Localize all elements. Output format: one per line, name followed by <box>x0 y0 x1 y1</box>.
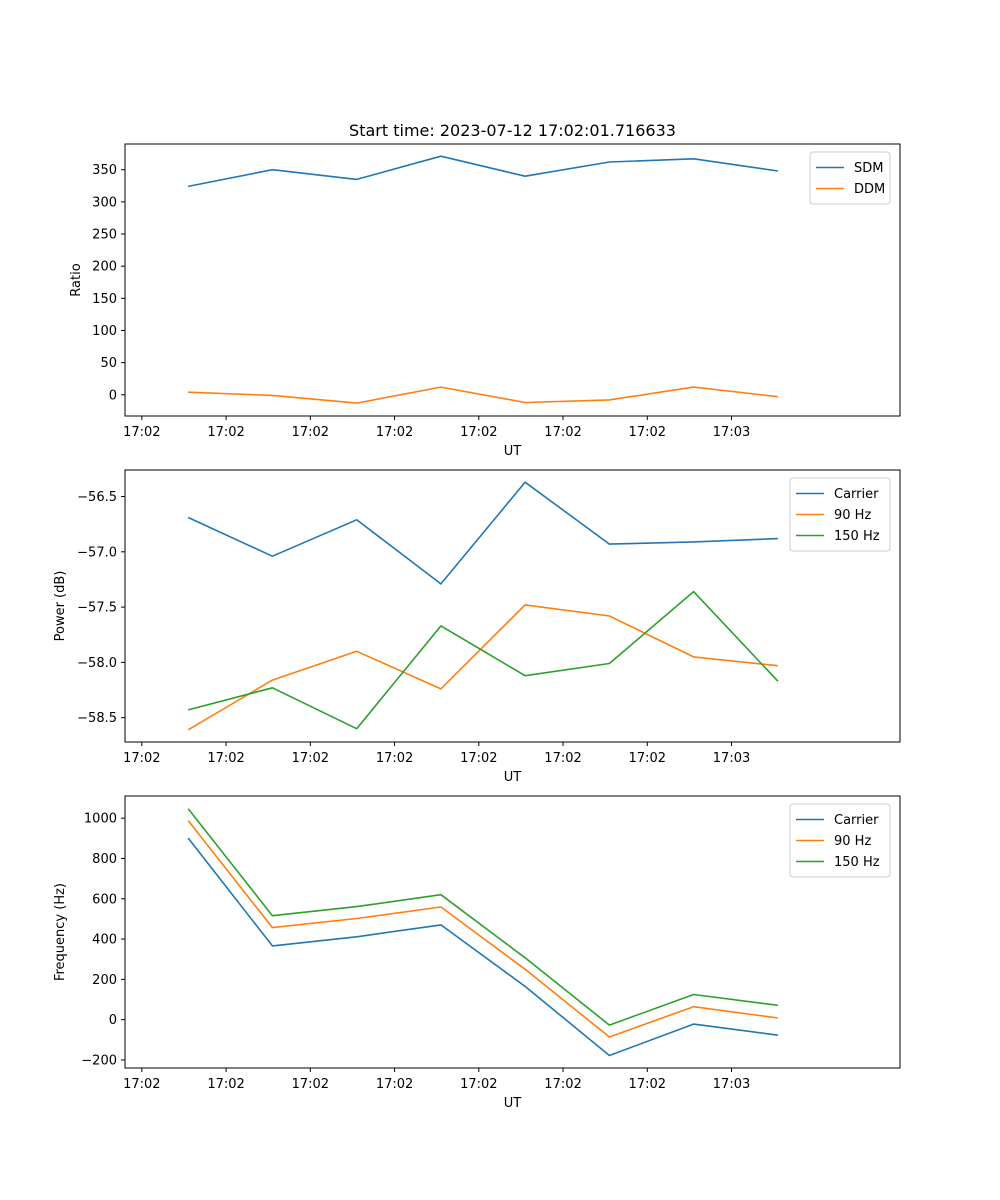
y-tick-label: 1000 <box>84 812 117 827</box>
legend-entry-150-hz: 150 Hz <box>796 529 880 544</box>
x-tick-label: 17:02 <box>207 1077 244 1092</box>
plot-frame <box>124 795 901 1069</box>
x-tick-label: 17:02 <box>376 751 413 766</box>
legend-entry-150-hz: 150 Hz <box>796 855 880 870</box>
x-axis-label: UT <box>504 444 522 459</box>
y-tick-label: 100 <box>92 324 117 339</box>
x-tick-label: 17:02 <box>376 425 413 440</box>
x-tick-label: 17:03 <box>713 1077 750 1092</box>
y-tick-label: 150 <box>92 292 117 307</box>
y-tick-label: 800 <box>92 852 117 867</box>
legend-box <box>809 151 891 205</box>
chart-title: Start time: 2023-07-12 17:02:01.716633 <box>349 121 676 140</box>
legend-entry-90-hz: 90 Hz <box>796 834 871 849</box>
x-tick-label: 17:02 <box>123 425 160 440</box>
legend-label-ddm: DDM <box>854 182 885 197</box>
x-tick-label: 17:02 <box>460 751 497 766</box>
x-tick-label: 17:02 <box>123 751 160 766</box>
y-tick-label: 600 <box>92 892 117 907</box>
y-axis-label: Power (dB) <box>53 571 68 642</box>
y-tick-label: 0 <box>109 1013 117 1028</box>
y-tick-label: 200 <box>92 973 117 988</box>
y-axis-label: Ratio <box>69 263 84 296</box>
y-axis-label: Frequency (Hz) <box>53 883 68 981</box>
legend-entry-ddm: DDM <box>816 182 885 197</box>
legend-entry-sdm: SDM <box>816 161 883 176</box>
x-tick-label: 17:02 <box>544 425 581 440</box>
legend-box <box>789 803 891 878</box>
y-tick-label: 400 <box>92 933 117 948</box>
ratio-panel: Start time: 2023-07-12 17:02:01.716633 17… <box>69 121 901 459</box>
y-tick-label: 300 <box>92 195 117 210</box>
y-tick-label: −56.5 <box>77 490 117 505</box>
series-line-150-hz <box>187 590 779 730</box>
legend: Carrier 90 Hz 150 Hz <box>789 477 891 552</box>
x-tick-label: 17:03 <box>713 425 750 440</box>
series-line-sdm <box>188 155 779 188</box>
plot-frame <box>124 469 901 743</box>
legend-label-150-hz: 150 Hz <box>834 529 880 544</box>
series-line-90-hz <box>187 820 779 1038</box>
series-line-ddm <box>188 386 778 404</box>
x-tick-label: 17:02 <box>292 1077 329 1092</box>
x-tick-label: 17:02 <box>207 425 244 440</box>
y-tick-label: −57.0 <box>77 545 117 560</box>
x-tick-label: 17:02 <box>629 425 666 440</box>
x-tick-label: 17:03 <box>713 751 750 766</box>
x-tick-label: 17:02 <box>376 1077 413 1092</box>
legend-label-90-hz: 90 Hz <box>834 508 871 523</box>
legend: SDM DDM <box>809 151 891 205</box>
series-line-90-hz <box>187 604 778 731</box>
legend-label-150-hz: 150 Hz <box>834 855 880 870</box>
x-tick-label: 17:02 <box>123 1077 160 1092</box>
legend-label-carrier: Carrier <box>834 813 879 828</box>
legend-entry-90-hz: 90 Hz <box>796 508 871 523</box>
y-tick-label: 200 <box>92 260 117 275</box>
series-line-carrier <box>187 837 779 1057</box>
x-tick-label: 17:02 <box>544 1077 581 1092</box>
y-tick-label: 0 <box>109 388 117 403</box>
x-tick-label: 17:02 <box>460 425 497 440</box>
y-tick-label: −58.0 <box>77 656 117 671</box>
x-axis-label: UT <box>504 1096 522 1111</box>
legend-box <box>789 477 891 552</box>
legend-entry-carrier: Carrier <box>796 813 879 828</box>
x-tick-label: 17:02 <box>629 1077 666 1092</box>
x-tick-label: 17:02 <box>629 751 666 766</box>
y-tick-label: −58.5 <box>77 711 117 726</box>
x-tick-label: 17:02 <box>292 751 329 766</box>
frequency-panel: 17:02 17:02 17:02 17:02 17:02 17:02 17:02 17:03… <box>53 795 901 1111</box>
legend-label-carrier: Carrier <box>834 487 879 502</box>
y-tick-label: −200 <box>81 1053 117 1068</box>
power-panel: 17:02 17:02 17:02 17:02 17:02 17:02 17:02 17:03… <box>53 469 901 785</box>
series-line-carrier <box>187 481 778 585</box>
x-axis-label: UT <box>504 770 522 785</box>
legend-entry-carrier: Carrier <box>796 487 879 502</box>
x-tick-label: 17:02 <box>460 1077 497 1092</box>
legend-label-90-hz: 90 Hz <box>834 834 871 849</box>
x-tick-label: 17:02 <box>544 751 581 766</box>
y-tick-label: 250 <box>92 228 117 243</box>
x-tick-label: 17:02 <box>207 751 244 766</box>
x-tick-label: 17:02 <box>292 425 329 440</box>
series-line-150-hz <box>187 808 779 1026</box>
plot-frame <box>124 143 901 417</box>
legend-label-sdm: SDM <box>854 161 883 176</box>
y-tick-label: −57.5 <box>77 601 117 616</box>
y-tick-label: 50 <box>100 356 117 371</box>
legend: Carrier 90 Hz 150 Hz <box>789 803 891 878</box>
y-tick-label: 350 <box>92 163 117 178</box>
